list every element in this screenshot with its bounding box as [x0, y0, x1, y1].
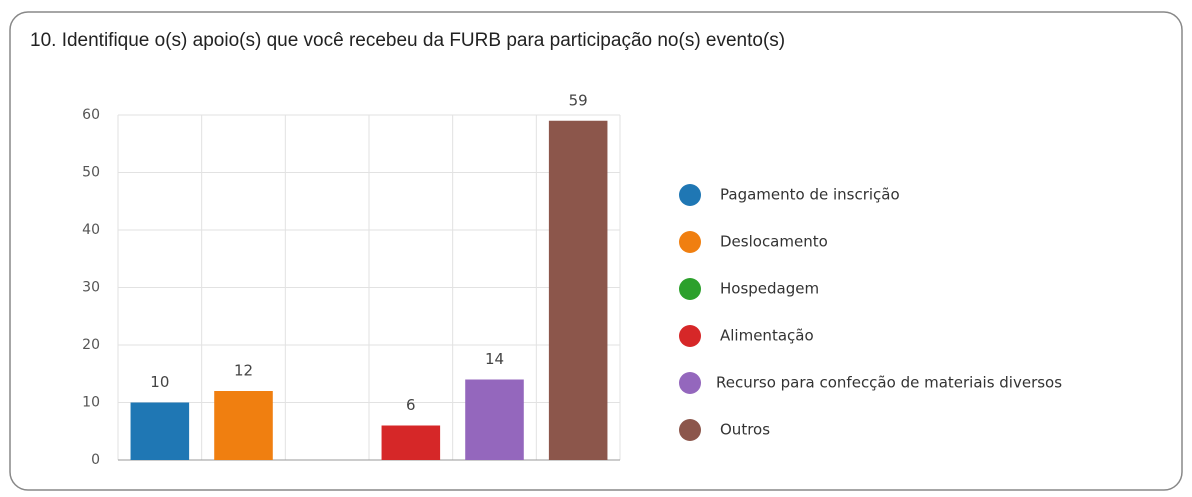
data-label: 59	[569, 91, 588, 109]
legend-swatch	[679, 325, 701, 347]
legend-swatch	[679, 372, 701, 394]
bar	[381, 425, 441, 460]
y-tick-label: 40	[82, 222, 100, 238]
chart-title: 10. Identifique o(s) apoio(s) que você r…	[30, 30, 785, 51]
legend-swatch	[679, 231, 701, 253]
data-label: 6	[406, 396, 416, 414]
bar	[465, 379, 524, 460]
data-label: 10	[150, 373, 169, 391]
y-tick-label: 50	[82, 165, 100, 181]
legend-swatch	[679, 184, 701, 206]
data-label: 12	[234, 362, 253, 380]
legend-label: Alimentação	[720, 327, 814, 345]
y-tick-label: 20	[82, 337, 100, 353]
data-label: 14	[485, 350, 504, 368]
bar	[130, 402, 190, 460]
legend-swatch	[679, 278, 701, 300]
bar	[548, 120, 608, 460]
bar	[214, 391, 273, 460]
y-tick-label: 30	[82, 280, 100, 296]
y-tick-label: 10	[82, 395, 100, 411]
legend-label: Recurso para confecção de materiais dive…	[716, 374, 1062, 392]
y-tick-label: 0	[91, 452, 100, 468]
frame	[9, 11, 1183, 491]
legend-label: Pagamento de inscrição	[720, 186, 900, 204]
legend-label: Hospedagem	[720, 280, 819, 298]
legend-swatch	[679, 419, 701, 441]
y-tick-label: 60	[82, 107, 100, 123]
legend-label: Deslocamento	[720, 233, 828, 251]
legend-label: Outros	[720, 421, 770, 439]
